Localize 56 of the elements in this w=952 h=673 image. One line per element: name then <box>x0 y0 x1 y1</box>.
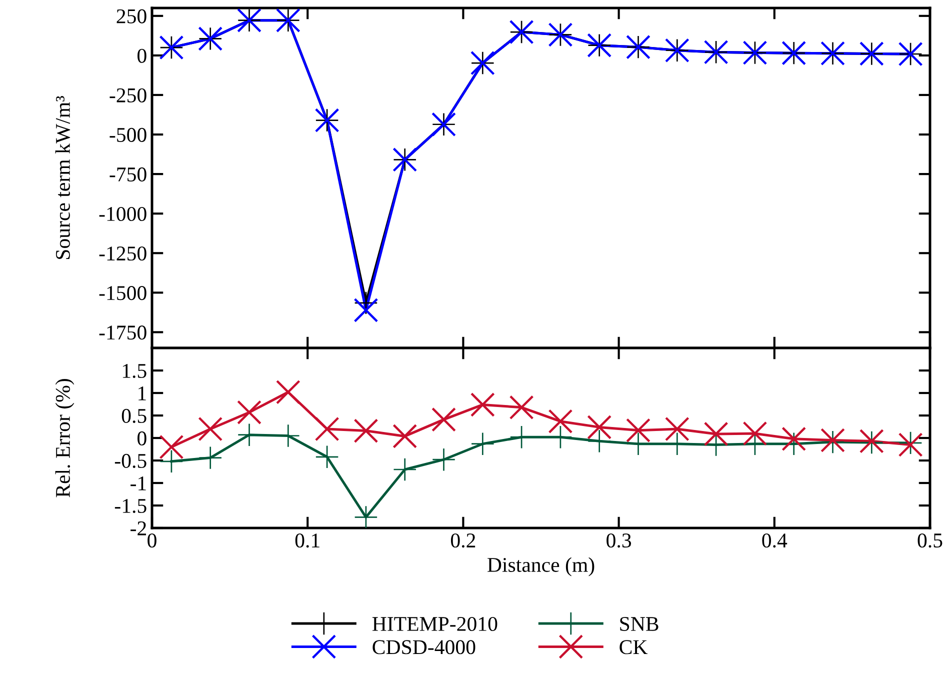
point <box>354 506 378 528</box>
y-tick-label: -2 <box>130 521 146 536</box>
y-tick-label: 0 <box>138 431 146 446</box>
x-tick-label: 0 <box>148 533 156 548</box>
point <box>626 418 650 443</box>
y-tick-label: -1.5 <box>114 498 146 514</box>
point <box>392 424 418 448</box>
y-tick-label: -1 <box>130 476 146 490</box>
y-tick-label: 250 <box>116 9 146 24</box>
y-tick-label: -0.5 <box>114 454 146 468</box>
y-tick-label: -1750 <box>99 326 146 340</box>
y-tick-label: -500 <box>110 128 146 142</box>
y-tick-label: -1250 <box>99 246 146 261</box>
legend-label: SNB <box>620 616 658 631</box>
point <box>548 409 573 434</box>
point <box>432 407 456 432</box>
point <box>509 395 534 420</box>
point <box>742 421 768 446</box>
y-tick-label: -750 <box>110 167 146 182</box>
point <box>354 418 378 444</box>
y-tick-label: -250 <box>110 88 146 102</box>
point <box>470 392 495 417</box>
point <box>782 426 806 452</box>
point <box>472 432 494 455</box>
point <box>394 458 416 481</box>
y-tick-label: 1.5 <box>122 364 146 378</box>
y-tick-label: -1500 <box>99 286 146 300</box>
point <box>587 414 612 440</box>
point <box>159 434 184 460</box>
x-tick-label: 0.2 <box>450 533 476 548</box>
point <box>160 450 183 473</box>
y-tick-label: 0 <box>138 48 146 63</box>
legend-label: CDSD-4000 <box>372 640 476 654</box>
y-axis-title: Source term kW/m³ <box>55 96 70 259</box>
legend-label: HITEMP-2010 <box>372 616 498 631</box>
point <box>314 416 340 442</box>
y-tick-label: 1 <box>138 386 146 400</box>
x-tick-label: 0.1 <box>295 533 320 548</box>
x-tick-label: 0.5 <box>918 533 942 548</box>
point <box>664 416 690 442</box>
point <box>198 416 223 442</box>
point <box>237 400 262 425</box>
point <box>588 430 610 452</box>
y-tick-label: -1000 <box>99 206 146 222</box>
y-tick-label: 0.5 <box>122 408 146 424</box>
x-tick-label: 0.4 <box>762 533 788 548</box>
point <box>316 446 338 468</box>
point <box>704 422 728 446</box>
point <box>354 298 378 322</box>
x-tick-label: 0.3 <box>606 533 632 548</box>
point <box>199 446 222 469</box>
x-axis-title: Distance (m) <box>488 557 594 576</box>
point <box>276 380 300 404</box>
point <box>432 448 455 471</box>
y-axis-title: Rel. Error (%) <box>55 379 74 498</box>
legend-label: CK <box>620 640 648 654</box>
